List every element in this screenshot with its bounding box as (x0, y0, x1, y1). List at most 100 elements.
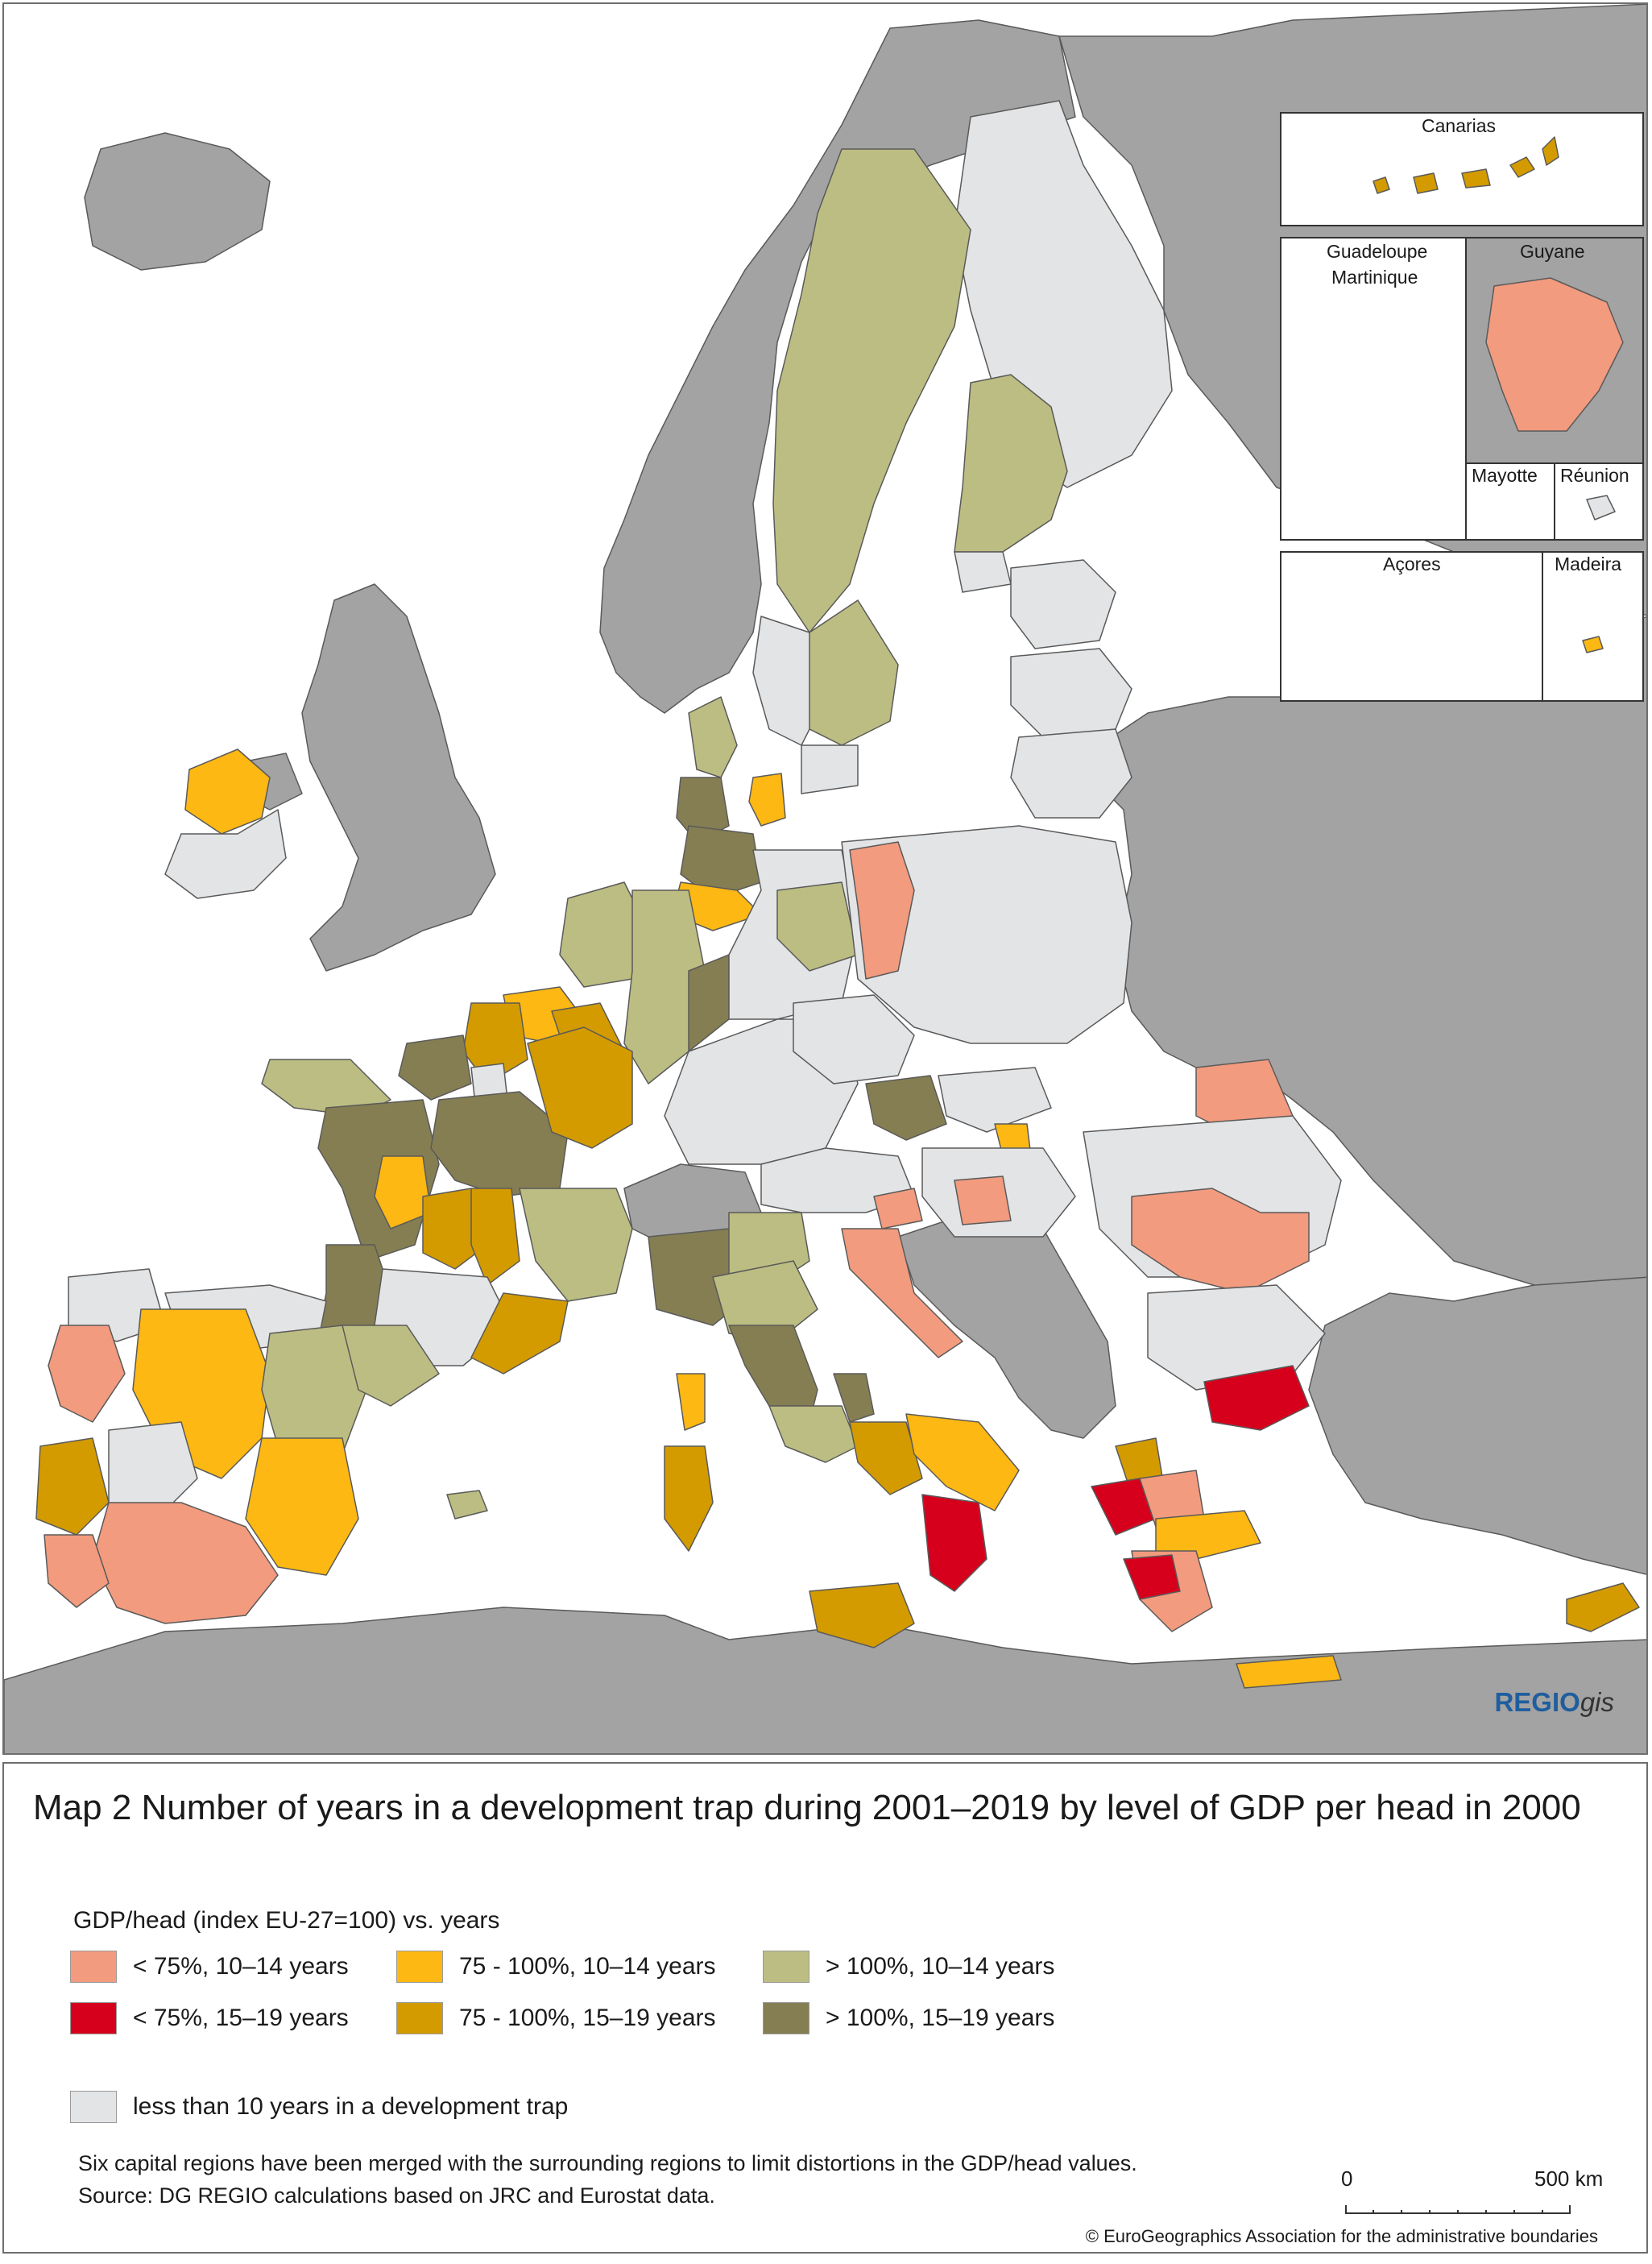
region-poland (841, 825, 1132, 1044)
legend-label: 75 - 100%, 15–19 years (459, 2005, 716, 2031)
region-italy-campania (849, 1421, 923, 1495)
inset-label-guadeloupe: Guadeloupe (1327, 241, 1428, 262)
region-spain-extremadura (108, 1421, 198, 1520)
inset-acores (1280, 551, 1543, 702)
inset-label-reunion: Réunion (1560, 465, 1629, 486)
legend-item-mid-10-14: 75 - 100%, 10–14 years (396, 1951, 716, 1983)
region-slovakia (938, 1067, 1052, 1133)
legend-item-high-15-19: > 100%, 15–19 years (763, 2002, 1054, 2034)
inset-canarias-islands (1373, 136, 1559, 194)
legend-swatch (763, 2002, 809, 2034)
inset-label-martinique: Martinique (1331, 267, 1418, 288)
legend-label: < 75%, 10–14 years (133, 1953, 349, 1980)
region-portugal-south (43, 1534, 110, 1608)
inset-label-madeira: Madeira (1555, 554, 1622, 574)
region-greece-attica (1123, 1554, 1181, 1600)
legend-swatch (396, 1951, 443, 1983)
inset-caribbean (1280, 237, 1467, 541)
region-ireland-west (184, 748, 271, 835)
region-crete (1236, 1655, 1342, 1689)
region-finland-south (954, 374, 1068, 553)
region-sweden-north (772, 148, 971, 633)
region-north-africa (4, 1607, 1646, 1753)
region-italy-north (712, 1260, 818, 1342)
legend-label: > 100%, 10–14 years (826, 1953, 1055, 1980)
region-denmark-north (688, 696, 738, 778)
legend-frame: Map 2 Number of years in a development t… (2, 1762, 1648, 2254)
regiogis-logo: REGIOgis (1494, 1687, 1614, 1718)
legend-swatch (70, 2002, 117, 2034)
region-germany-west (623, 889, 706, 1084)
region-italy-abruzzo (833, 1373, 875, 1423)
legend-subtitle: GDP/head (index EU-27=100) vs. years (73, 1907, 500, 1934)
legend-item-high-10-14: > 100%, 10–14 years (763, 1951, 1054, 1983)
region-ireland-south (164, 809, 287, 899)
legend-swatch (396, 2002, 443, 2034)
copyright: © EuroGeographics Association for the ad… (1085, 2226, 1598, 2246)
scale-start: 0 (1341, 2167, 1353, 2191)
region-france-auvergne (470, 1188, 520, 1286)
region-spain-balearic (446, 1490, 488, 1520)
region-bulgaria (1147, 1284, 1326, 1391)
legend-label: < 75%, 15–19 years (133, 2005, 349, 2031)
region-poland-west (849, 841, 915, 980)
regiogis-brand: REGIO (1494, 1687, 1580, 1717)
region-sweden-south (801, 744, 859, 794)
inset-label-acores: Açores (1383, 554, 1441, 574)
region-corsica (676, 1373, 706, 1431)
legend-label: 75 - 100%, 10–14 years (459, 1953, 716, 1980)
region-romania-centre (1131, 1188, 1310, 1294)
region-sweden-south-east (809, 599, 899, 746)
region-sicily (809, 1582, 915, 1648)
inset-madeira (1542, 551, 1644, 702)
region-greece-north (1203, 1365, 1310, 1431)
region-france-east (527, 1026, 633, 1149)
legend-item-low-15-19: < 75%, 15–19 years (70, 2002, 349, 2034)
legend-swatch (70, 2091, 117, 2123)
legend-swatch (70, 1951, 117, 1983)
inset-label-mayotte: Mayotte (1472, 465, 1538, 486)
inset-madeira-island (1582, 636, 1604, 653)
region-iceland (84, 132, 271, 271)
region-france-centre (374, 1155, 432, 1229)
region-lithuania (1010, 728, 1132, 819)
europe-map[interactable] (4, 4, 1648, 1755)
inset-label-canarias: Canarias (1422, 115, 1497, 136)
inset-canarias (1280, 112, 1644, 226)
region-portugal-north (48, 1325, 126, 1423)
legend-note: Six capital regions have been merged wit… (78, 2151, 1137, 2175)
map-frame: Canarias Guadeloupe Martinique Guyane Ma… (2, 2, 1648, 1755)
region-france-rhone (519, 1188, 633, 1302)
region-croatia (841, 1228, 963, 1358)
region-spain-valencia (245, 1437, 359, 1576)
map-title: Map 2 Number of years in a development t… (33, 1788, 1581, 1827)
region-great-britain (301, 583, 496, 972)
legend-source: Source: DG REGIO calculations based on J… (78, 2183, 715, 2208)
legend-label: > 100%, 15–19 years (826, 2005, 1055, 2031)
region-germany-brandenburg (776, 881, 859, 972)
region-greece-central (1155, 1510, 1261, 1560)
legend-swatch (763, 1951, 809, 1983)
inset-label-guyane: Guyane (1520, 241, 1585, 262)
legend-item-mid-15-19: 75 - 100%, 15–19 years (396, 2002, 716, 2034)
region-france-normandy (398, 1035, 472, 1101)
region-denmark-zealand (748, 773, 786, 827)
legend-item-low-10-14: < 75%, 10–14 years (70, 1951, 349, 1983)
region-italy-puglia (905, 1413, 1020, 1511)
region-czechia-capital (865, 1075, 947, 1141)
inset-reunion-island (1586, 495, 1616, 520)
region-spain-catalonia (342, 1325, 440, 1407)
inset-guyane-region (1485, 277, 1624, 432)
scale-bar: 0 500 km (1341, 2167, 1603, 2215)
region-italy-lazio (768, 1405, 859, 1463)
region-estonia (1010, 559, 1116, 649)
scale-bar-line (1345, 2205, 1571, 2214)
legend-label: less than 10 years in a development trap (133, 2093, 569, 2120)
region-italy-calabria (921, 1494, 987, 1592)
region-hungary-west (954, 1176, 1012, 1225)
scale-end: 500 km (1534, 2167, 1604, 2191)
regiogis-suffix: gis (1580, 1687, 1614, 1717)
region-norway (599, 19, 1076, 714)
region-slovenia (873, 1188, 923, 1229)
inset-mayotte (1465, 462, 1555, 541)
